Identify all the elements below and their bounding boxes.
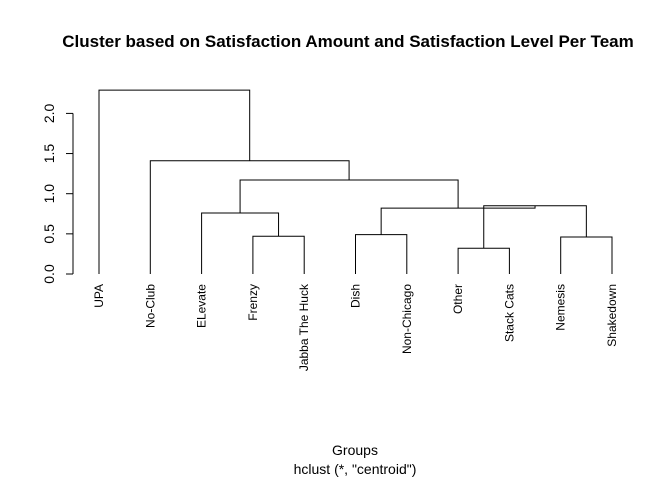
leaf-label: UPA xyxy=(92,284,106,308)
merge-link-m10 xyxy=(98,89,251,274)
y-tick-label: 1.5 xyxy=(41,144,57,164)
leaf-label: Other xyxy=(451,284,465,314)
method-subtitle: hclust (*, "centroid") xyxy=(294,461,417,477)
leaf-label: Stack Cats xyxy=(502,284,516,342)
y-tick-label: 2.0 xyxy=(41,103,57,123)
merge-link-m4 xyxy=(560,236,613,274)
dendrogram-tree xyxy=(98,89,613,274)
y-tick-label: 1.0 xyxy=(41,184,57,204)
leaf-label: Dish xyxy=(349,284,363,308)
chart-title: Cluster based on Satisfaction Amount and… xyxy=(62,32,634,51)
leaf-label: Nemesis xyxy=(554,284,568,331)
leaf-label: ELevate xyxy=(195,284,209,328)
merge-link-m6 xyxy=(483,205,587,249)
leaf-label: Shakedown xyxy=(605,284,619,347)
merge-link-m3 xyxy=(457,247,510,274)
leaf-label: Jabba The Huck xyxy=(297,283,311,371)
y-tick-label: 0.0 xyxy=(41,264,57,284)
merge-link-m7 xyxy=(380,205,536,235)
leaf-label: No-Club xyxy=(143,284,157,328)
merge-link-m5 xyxy=(201,212,280,274)
leaf-labels: UPA No-Club ELevate Frenzy Jabba The Huck Dis… xyxy=(92,283,619,371)
merge-link-m9 xyxy=(149,160,350,274)
merge-link-m1 xyxy=(252,235,305,274)
merge-link-m2 xyxy=(355,234,408,274)
y-axis: 0.0 0.5 1.0 1.5 2.0 xyxy=(41,103,74,284)
leaf-label: Frenzy xyxy=(246,284,260,321)
x-axis-label: Groups xyxy=(332,442,378,458)
y-tick-label: 0.5 xyxy=(41,224,57,244)
leaf-label: Non-Chicago xyxy=(400,284,414,354)
